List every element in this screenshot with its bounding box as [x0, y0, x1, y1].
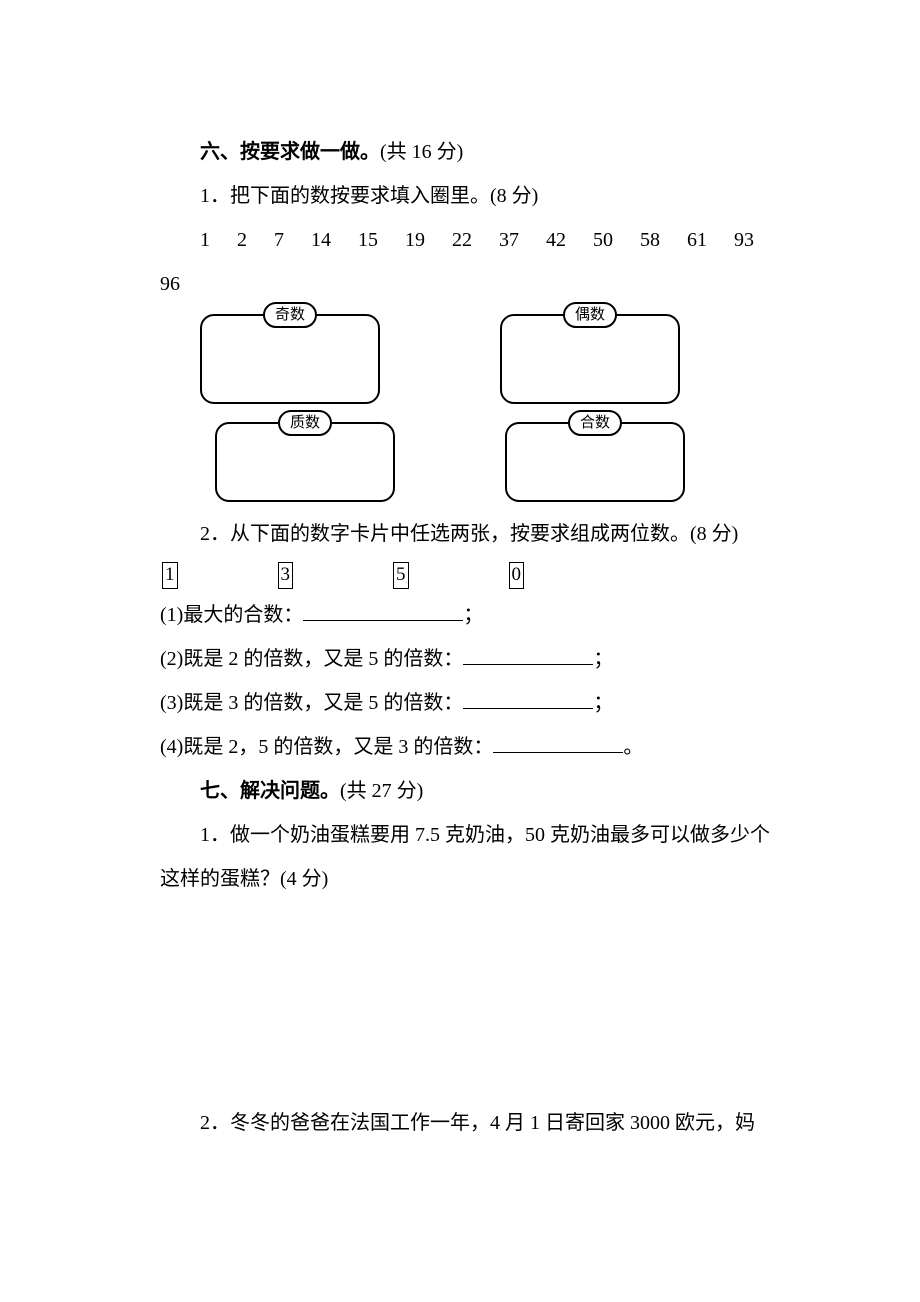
number-list: 1 2 7 14 15 19 22 37 42 50 58 61 93 96	[160, 218, 800, 306]
card-3: 5	[393, 562, 409, 589]
num-9: 50	[593, 229, 613, 251]
q6-1-points: (8 分)	[490, 185, 538, 207]
num-11: 61	[687, 229, 707, 251]
card-1: 1	[162, 562, 178, 589]
section-7-title-text: 七、解决问题。	[200, 780, 340, 802]
blank-1[interactable]	[303, 603, 463, 621]
q6-2-1-text: (1)最大的合数：	[160, 604, 303, 626]
section-6-title-text: 六、按要求做一做。	[200, 141, 380, 163]
answer-space-1[interactable]	[160, 901, 800, 1101]
num-0: 1	[200, 229, 210, 251]
composite-box[interactable]: 合数	[505, 422, 685, 502]
q6-2-2: (2)既是 2 的倍数，又是 5 的倍数： ；	[160, 637, 800, 681]
box-row-1: 奇数 偶数	[200, 314, 800, 404]
num-1: 2	[237, 229, 247, 251]
num-2: 7	[274, 229, 284, 251]
q7-1-a: 1．做一个奶油蛋糕要用 7.5 克奶油，50 克奶油最多可以做多少个	[200, 824, 770, 846]
q7-2-a: 2．冬冬的爸爸在法国工作一年，4 月 1 日寄回家 3000 欧元，妈	[200, 1112, 755, 1134]
q7-1-line-a: 1．做一个奶油蛋糕要用 7.5 克奶油，50 克奶油最多可以做多少个	[160, 813, 800, 857]
num-12: 93	[734, 229, 754, 251]
blank-3[interactable]	[463, 691, 593, 709]
num-3: 14	[311, 229, 331, 251]
prime-box[interactable]: 质数	[215, 422, 395, 502]
q6-1-line: 1．把下面的数按要求填入圈里。(8 分)	[160, 174, 800, 218]
section-7-points: (共 27 分)	[340, 780, 423, 802]
section-6-points: (共 16 分)	[380, 141, 463, 163]
blank-4[interactable]	[493, 735, 623, 753]
num-5: 19	[405, 229, 425, 251]
odd-box[interactable]: 奇数	[200, 314, 380, 404]
card-4: 0	[509, 562, 525, 589]
q6-2-line: 2．从下面的数字卡片中任选两张，按要求组成两位数。(8 分)	[160, 512, 800, 556]
num-10: 58	[640, 229, 660, 251]
num-4: 15	[358, 229, 378, 251]
q6-2-3-text: (3)既是 3 的倍数，又是 5 的倍数：	[160, 692, 463, 714]
box-row-2: 质数 合数	[215, 422, 800, 502]
section-6-title: 六、按要求做一做。(共 16 分)	[160, 130, 800, 174]
q7-2-line-a: 2．冬冬的爸爸在法国工作一年，4 月 1 日寄回家 3000 欧元，妈	[160, 1101, 800, 1145]
q6-2-3: (3)既是 3 的倍数，又是 5 的倍数： ；	[160, 681, 800, 725]
period-4: 。	[623, 736, 643, 758]
num-8: 42	[546, 229, 566, 251]
odd-label: 奇数	[263, 302, 317, 328]
q7-1-b: 这样的蛋糕？	[160, 868, 280, 890]
q6-2-4-text: (4)既是 2，5 的倍数，又是 3 的倍数：	[160, 736, 493, 758]
even-box[interactable]: 偶数	[500, 314, 680, 404]
prime-label: 质数	[278, 410, 332, 436]
q7-1-points: (4 分)	[280, 868, 328, 890]
even-label: 偶数	[563, 302, 617, 328]
blank-2[interactable]	[463, 647, 593, 665]
num-13: 96	[160, 273, 180, 295]
num-6: 22	[452, 229, 472, 251]
semicolon-2: ；	[593, 648, 613, 670]
q6-2-4: (4)既是 2，5 的倍数，又是 3 的倍数： 。	[160, 725, 800, 769]
composite-label: 合数	[568, 410, 622, 436]
cards-row: 1 3 5 0	[162, 562, 800, 589]
q6-2-2-text: (2)既是 2 的倍数，又是 5 的倍数：	[160, 648, 463, 670]
q6-1-text: 1．把下面的数按要求填入圈里。	[200, 185, 490, 207]
q6-2-text: 2．从下面的数字卡片中任选两张，按要求组成两位数。	[200, 523, 690, 545]
semicolon-1: ；	[463, 604, 483, 626]
q6-2-1: (1)最大的合数： ；	[160, 593, 800, 637]
card-2: 3	[278, 562, 294, 589]
q6-2-points: (8 分)	[690, 523, 738, 545]
q7-1-line-b: 这样的蛋糕？(4 分)	[160, 857, 800, 901]
semicolon-3: ；	[593, 692, 613, 714]
num-7: 37	[499, 229, 519, 251]
section-7-title: 七、解决问题。(共 27 分)	[160, 769, 800, 813]
